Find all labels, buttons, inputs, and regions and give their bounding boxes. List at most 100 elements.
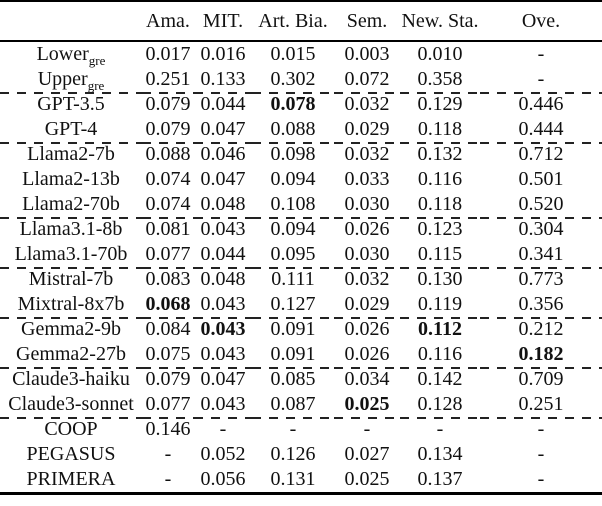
table-row: Lowergre 0.017 0.016 0.015 0.003 0.010-: [0, 41, 602, 67]
table-cell: 0.108: [270, 193, 316, 215]
row-label-text: Llama2-13b: [22, 168, 120, 190]
table-cell: 0.085: [252, 367, 334, 392]
table-cell: 0.444: [518, 118, 564, 140]
row-label: Uppergre: [0, 67, 142, 92]
table-row: GPT-4 0.079 0.047 0.088 0.029 0.118 0.444: [0, 117, 602, 142]
table-cell: 0.030: [344, 193, 390, 215]
table-row: Mistral-7b 0.083 0.048 0.111 0.032 0.130 0.773: [0, 267, 602, 292]
table-cell: 0.094: [252, 217, 334, 242]
table-cell: 0.029: [344, 293, 390, 315]
table-row: COOP 0.146- - - - -: [0, 417, 602, 442]
table-cell: 0.056: [200, 468, 246, 490]
row-label-column-header: [0, 1, 142, 42]
table-cell: -: [334, 417, 400, 442]
table-cell: -: [537, 43, 545, 65]
table-cell: 0.127: [270, 293, 316, 315]
row-label-text: Lower: [36, 43, 89, 65]
table-cell: 0.087: [270, 393, 316, 415]
row-label-text: Mixtral-8x7b: [17, 293, 125, 315]
table-cell: 0.088: [270, 118, 316, 140]
row-label-text: Mistral-7b: [28, 268, 114, 290]
table-cell: -: [194, 417, 252, 442]
row-label: Llama3.1-70b: [0, 242, 142, 267]
table-row: Llama3.1-70b 0.077 0.044 0.095 0.030 0.115 0.3…: [0, 242, 602, 267]
row-label-text: Gemma2-27b: [16, 343, 126, 365]
table-cell: 0.068: [145, 293, 191, 315]
table-cell: 0.003: [344, 43, 390, 65]
table-cell: 0.111: [252, 267, 334, 292]
table-cell: 0.133: [200, 68, 246, 90]
table-cell: -: [537, 68, 545, 90]
table-cell: 0.048: [200, 193, 246, 215]
row-label: Llama2-13b: [0, 167, 142, 192]
table-cell: 0.773: [480, 267, 602, 292]
table-cell: -: [537, 468, 545, 490]
table-cell: 0.025: [344, 393, 390, 415]
table-cell: 0.501: [518, 168, 564, 190]
row-label-text: GPT-3.5: [37, 93, 105, 115]
table-cell: 0.132: [400, 142, 480, 167]
table-cell: 0.341: [518, 243, 564, 265]
table-cell: 0.079: [142, 367, 194, 392]
row-label-text: Gemma2-9b: [21, 318, 121, 340]
table-row: Gemma2-27b 0.075 0.043 0.091 0.026 0.116 0.182: [0, 342, 602, 367]
table-row: Gemma2-9b 0.084 0.043 0.091 0.026 0.112 0.212: [0, 317, 602, 342]
table-cell: 0.251: [518, 393, 564, 415]
table-row: Llama2-13b 0.074 0.047 0.094 0.033 0.116 0.501: [0, 167, 602, 192]
table-body: Lowergre 0.017 0.016 0.015 0.003 0.010- Upperg…: [0, 41, 602, 494]
row-label-text: Claude3-haiku: [12, 368, 130, 390]
table-cell: 0.446: [480, 92, 602, 117]
table-cell: 0.043: [200, 343, 246, 365]
table-cell: 0.304: [480, 217, 602, 242]
table-cell: -: [164, 468, 172, 490]
table-cell: -: [537, 443, 545, 465]
table-cell: 0.044: [200, 243, 246, 265]
table-cell: 0.075: [145, 343, 191, 365]
table-cell: 0.044: [194, 92, 252, 117]
table-cell: 0.052: [200, 443, 246, 465]
row-label: GPT-3.5: [0, 92, 142, 117]
table-cell: 0.016: [200, 43, 246, 65]
table-row: Llama3.1-8b 0.081 0.043 0.094 0.026 0.123 0.30…: [0, 217, 602, 242]
row-label: GPT-4: [0, 117, 142, 142]
table-cell: 0.131: [270, 468, 316, 490]
table-cell: -: [480, 417, 602, 442]
table-cell: 0.182: [518, 343, 564, 365]
table-cell: -: [400, 417, 480, 442]
table-cell: 0.026: [334, 217, 400, 242]
table-row: Llama2-7b 0.088 0.046 0.098 0.032 0.132 0.712: [0, 142, 602, 167]
table-cell: 0.047: [200, 168, 246, 190]
table-cell: 0.116: [417, 168, 463, 190]
table-cell: 0.358: [417, 68, 463, 90]
column-header: New. Sta.: [400, 1, 480, 42]
row-label: Mistral-7b: [0, 267, 142, 292]
column-header: Art. Bia.: [252, 1, 334, 42]
table-cell: 0.112: [400, 317, 480, 342]
row-label-text: Upper: [37, 68, 88, 90]
table-cell: 0.025: [344, 468, 390, 490]
table-cell: 0.088: [142, 142, 194, 167]
table-cell: 0.142: [400, 367, 480, 392]
table-cell: 0.043: [194, 317, 252, 342]
table-row: Claude3-haiku 0.079 0.047 0.085 0.034 0.142 0.…: [0, 367, 602, 392]
table-cell: 0.084: [142, 317, 194, 342]
table-cell: 0.146: [142, 417, 194, 442]
table-row: PRIMERA - 0.056 0.131 0.025 0.137 -: [0, 467, 602, 494]
row-label: Llama3.1-8b: [0, 217, 142, 242]
row-label-text: Llama3.1-8b: [19, 218, 123, 240]
table-cell: 0.212: [480, 317, 602, 342]
row-label-text: PEGASUS: [26, 443, 116, 465]
column-header: Ove.: [480, 1, 602, 42]
table-cell: 0.074: [145, 168, 191, 190]
table-cell: 0.116: [417, 343, 463, 365]
table-cell: 0.356: [518, 293, 564, 315]
table-cell: 0.098: [252, 142, 334, 167]
table-cell: 0.520: [518, 193, 564, 215]
row-label: Claude3-haiku: [0, 367, 142, 392]
table-cell: 0.032: [334, 92, 400, 117]
table-cell: 0.134: [417, 443, 463, 465]
row-label-text: Llama2-70b: [22, 193, 120, 215]
table-row: Uppergre 0.251 0.133 0.302 0.072 0.358-: [0, 67, 602, 92]
table-cell: 0.123: [400, 217, 480, 242]
